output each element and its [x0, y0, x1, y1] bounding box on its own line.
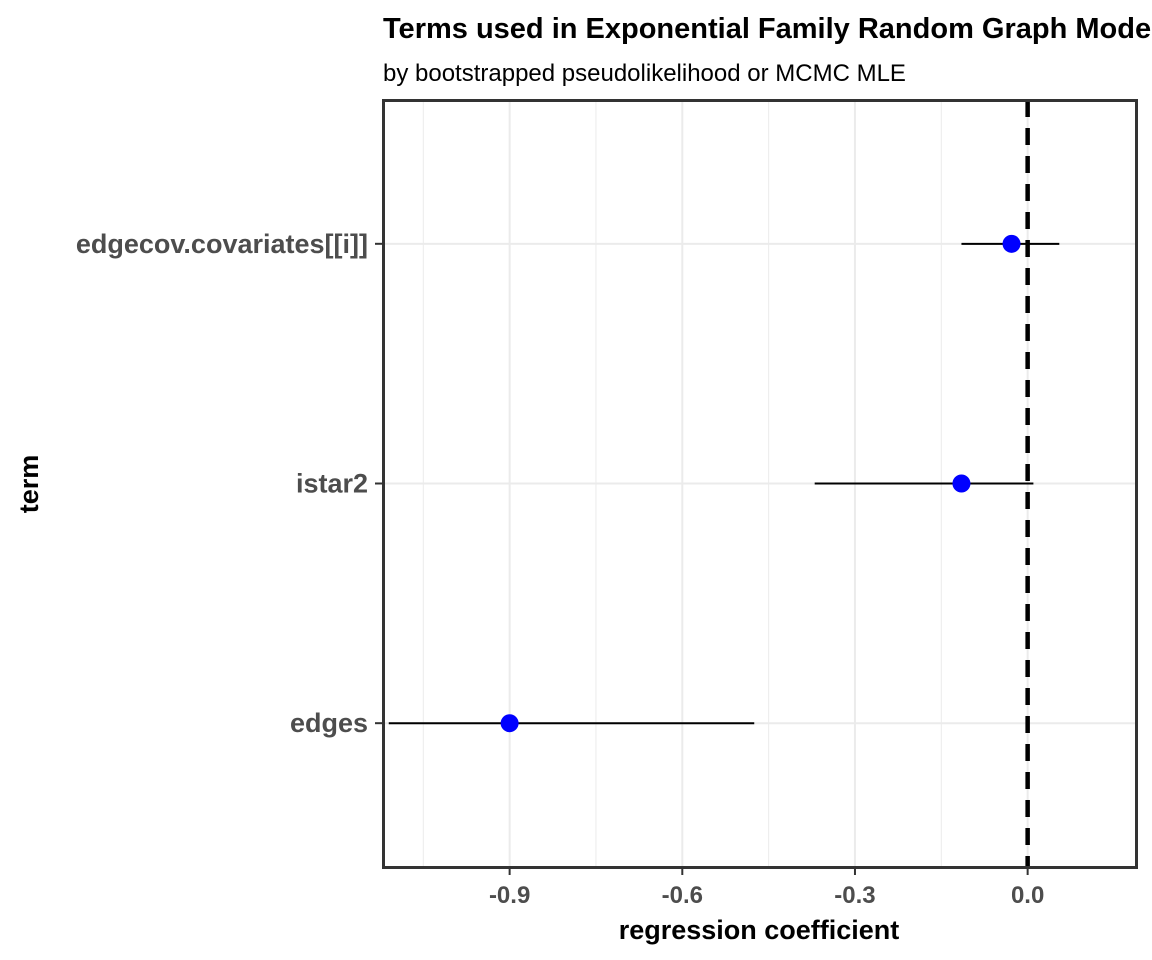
estimate-point — [952, 474, 971, 493]
y-axis-title: term — [14, 455, 44, 514]
estimate-point — [1002, 234, 1021, 253]
y-tick-label: istar2 — [296, 469, 368, 499]
estimate-point — [500, 714, 519, 733]
chart-title: Terms used in Exponential Family Random … — [383, 13, 1152, 45]
y-tick-label: edgecov.covariates[[i]] — [76, 229, 368, 259]
x-tick-label: -0.6 — [662, 882, 703, 909]
chart-subtitle: by bootstrapped pseudolikelihood or MCMC… — [383, 60, 906, 87]
panel-border — [382, 99, 1138, 869]
x-tick-label: 0.0 — [1011, 882, 1044, 909]
x-tick-label: -0.3 — [834, 882, 875, 909]
x-axis-title: regression coefficient — [619, 915, 900, 945]
x-axis: -0.9 -0.6 -0.3 0.0 — [489, 867, 1044, 909]
y-tick-label: edges — [290, 708, 368, 738]
x-tick-label: -0.9 — [489, 882, 530, 909]
data-marks — [388, 234, 1060, 733]
y-axis: edges istar2 edgecov.covariates[[i]] — [76, 229, 383, 738]
